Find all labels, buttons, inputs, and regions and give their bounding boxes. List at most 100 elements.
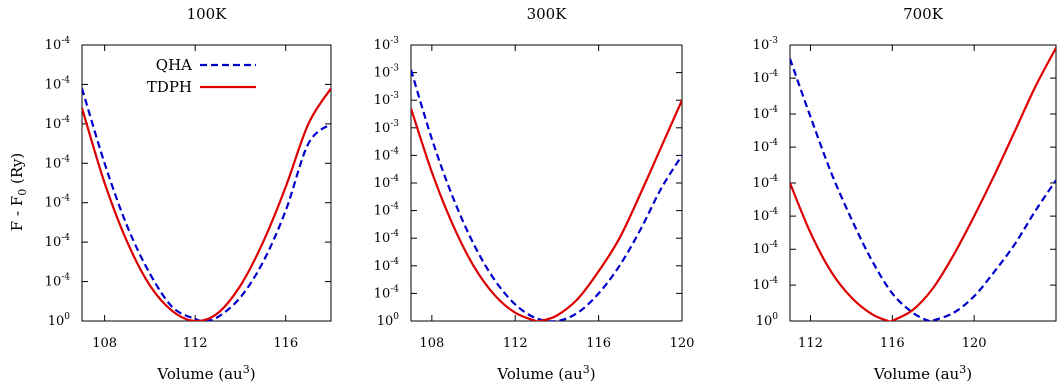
series-line-qha	[411, 69, 682, 321]
y-tick-label: 10-4	[45, 273, 71, 290]
y-tick-exponent: -4	[769, 138, 778, 148]
y-tick-exponent: -3	[390, 91, 399, 101]
x-axis-label-sup: 3	[959, 363, 966, 376]
y-tick-base: 10	[753, 71, 770, 86]
y-tick-label: 10-3	[374, 91, 400, 108]
y-tick-label: 100	[377, 312, 400, 329]
y-tick-label: 10-4	[753, 105, 779, 122]
y-tick-base: 10	[374, 231, 391, 246]
y-tick-exponent: -4	[769, 276, 778, 286]
x-axis-label-text: Volume (au	[873, 365, 960, 383]
y-tick-base: 10	[374, 204, 391, 219]
plot-frame	[410, 44, 683, 322]
y-tick-base: 10	[374, 121, 391, 136]
y-tick-label: 10-3	[374, 64, 400, 81]
y-tick-exponent: -4	[769, 240, 778, 250]
y-tick-exponent: -4	[61, 233, 70, 243]
series-line-qha	[790, 58, 1056, 321]
y-tick-base: 10	[753, 278, 770, 293]
y-tick-exponent: -3	[769, 36, 778, 46]
y-tick-exponent: -4	[61, 194, 70, 204]
legend-label-qha: QHA	[156, 56, 192, 74]
y-tick-base: 10	[753, 140, 770, 155]
y-tick-exponent: 0	[393, 312, 399, 322]
chart-title: 100K	[187, 5, 228, 23]
y-tick-base: 10	[45, 77, 62, 92]
y-tick-base: 10	[45, 196, 62, 211]
y-tick-base: 10	[45, 38, 62, 53]
y-tick-label: 10-4	[374, 146, 400, 163]
x-axis-label-sup: 3	[583, 363, 590, 376]
y-tick-base: 10	[753, 242, 770, 257]
chart-title: 300K	[527, 5, 568, 23]
y-tick-base: 10	[753, 107, 770, 122]
y-tick-base: 10	[45, 275, 62, 290]
y-tick-label: 10-4	[45, 75, 71, 92]
chart-title: 700K	[903, 5, 944, 23]
y-tick-label: 10-4	[753, 174, 779, 191]
y-tick-base: 10	[753, 209, 770, 224]
y-tick-exponent: -3	[390, 64, 399, 74]
y-tick-base: 10	[374, 176, 391, 191]
x-axis-label: Volume (au3)	[496, 363, 595, 383]
x-tick-label: 120	[670, 336, 695, 351]
x-axis-label-text: Volume (au	[156, 365, 243, 383]
y-tick-exponent: -4	[390, 257, 399, 267]
y-tick-label: 100	[756, 312, 779, 329]
y-axis-label: F - F0 (Ry)	[8, 153, 29, 231]
y-tick-exponent: 0	[64, 312, 70, 322]
y-tick-label: 100	[48, 312, 71, 329]
y-tick-exponent: -4	[61, 273, 70, 283]
y-tick-exponent: -4	[390, 284, 399, 294]
y-tick-exponent: -3	[390, 36, 399, 46]
x-tick-label: 120	[962, 336, 987, 351]
y-tick-exponent: -3	[390, 119, 399, 129]
x-axis-label-text: Volume (au	[496, 365, 583, 383]
y-tick-label: 10-4	[753, 69, 779, 86]
y-tick-label: 10-4	[753, 240, 779, 257]
y-tick-label: 10-4	[45, 115, 71, 132]
x-axis-label-end: )	[966, 365, 972, 383]
y-tick-exponent: -4	[769, 105, 778, 115]
y-tick-base: 10	[374, 259, 391, 274]
x-tick-label: 108	[419, 336, 444, 351]
y-tick-exponent: -4	[61, 154, 70, 164]
y-tick-label: 10-4	[753, 138, 779, 155]
x-axis-label-end: )	[590, 365, 596, 383]
y-tick-exponent: -4	[61, 36, 70, 46]
x-axis-label: Volume (au3)	[873, 363, 972, 383]
x-axis-label-end: )	[250, 365, 256, 383]
x-tick-label: 112	[798, 336, 823, 351]
x-tick-label: 116	[880, 336, 905, 351]
y-tick-exponent: 0	[772, 312, 778, 322]
y-tick-exponent: -4	[769, 207, 778, 217]
y-tick-label: 10-4	[45, 154, 71, 171]
y-tick-base: 10	[374, 148, 391, 163]
y-tick-base: 10	[48, 314, 65, 329]
x-tick-label: 116	[586, 336, 611, 351]
y-tick-label: 10-3	[753, 36, 779, 53]
y-tick-label: 10-4	[753, 207, 779, 224]
x-tick-label: 116	[273, 336, 298, 351]
plot-frame	[789, 44, 1057, 322]
y-tick-label: 10-4	[374, 257, 400, 274]
y-tick-label: 10-4	[374, 229, 400, 246]
series-line-tdph	[411, 99, 682, 321]
y-tick-base: 10	[45, 156, 62, 171]
y-tick-base: 10	[374, 93, 391, 108]
legend-label-tdph: TDPH	[147, 78, 192, 96]
x-tick-label: 112	[503, 336, 528, 351]
y-tick-label: 10-3	[374, 36, 400, 53]
y-tick-label: 10-4	[45, 194, 71, 211]
y-tick-base: 10	[377, 314, 394, 329]
y-tick-exponent: -4	[61, 115, 70, 125]
y-tick-base: 10	[374, 38, 391, 53]
y-tick-label: 10-4	[45, 233, 71, 250]
y-tick-exponent: -4	[769, 69, 778, 79]
x-tick-label: 108	[92, 336, 117, 351]
y-tick-base: 10	[753, 38, 770, 53]
x-axis-label-sup: 3	[243, 363, 250, 376]
